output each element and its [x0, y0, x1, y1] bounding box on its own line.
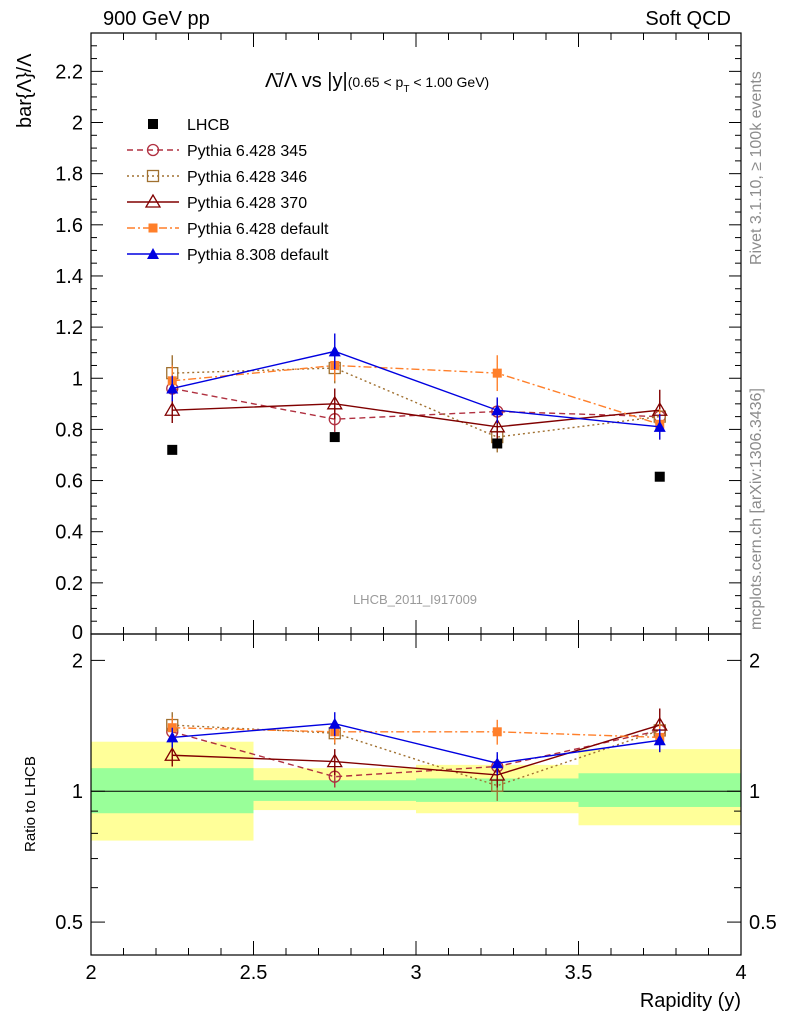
- legend-marker: [148, 223, 158, 233]
- top-y-tick-label: 1.6: [55, 215, 83, 237]
- top-series-line: [172, 403, 660, 428]
- top-y-tick-label: 1.2: [55, 317, 83, 339]
- x-tick-label: 2: [85, 962, 96, 984]
- top-series-3: [167, 350, 665, 440]
- x-tick-label: 2.5: [240, 962, 268, 984]
- bottom-data-point: [164, 746, 181, 761]
- top-data-point: [492, 368, 502, 378]
- bottom-series-line: [172, 729, 660, 778]
- legend-marker: [144, 193, 162, 208]
- top-series-line: [172, 364, 660, 425]
- bottom-y-tick-label: 2: [72, 650, 83, 672]
- bottom-data-point: [491, 757, 504, 769]
- x-axis-label: Rapidity (y): [640, 990, 741, 1012]
- header-right: Soft QCD: [645, 8, 731, 30]
- top-data-point: [489, 418, 506, 433]
- top-series-0: [166, 375, 666, 432]
- top-series-line: [172, 350, 660, 428]
- top-series-4: [166, 333, 666, 440]
- top-series-line: [172, 387, 660, 420]
- top-data-point: [653, 420, 666, 432]
- x-tick-label: 3: [410, 962, 421, 984]
- plot-title-subscript: T: [403, 84, 409, 95]
- bottom-data-point: [166, 731, 179, 743]
- bottom-y-tick-label: 0.5: [55, 912, 83, 934]
- bottom-y-tick-label-right: 0.5: [749, 912, 777, 934]
- legend-label: Pythia 8.308 default: [187, 247, 329, 264]
- top-y-tick-label: 0.4: [55, 522, 83, 544]
- lhcb-data-point: [167, 444, 178, 455]
- top-y-tick-label: 1.4: [55, 266, 83, 288]
- legend-label: Pythia 6.428 345: [187, 143, 307, 160]
- lhcb-data-point: [654, 471, 665, 482]
- lhcb-data-point: [329, 432, 340, 443]
- bottom-series-line: [172, 727, 660, 739]
- top-y-tick-label: 0: [72, 622, 83, 644]
- top-data-point: [166, 382, 179, 394]
- legend: LHCB Pythia 6.428 345 Pythia 6.428 346 Pyth…: [127, 117, 329, 264]
- legend-marker: [148, 119, 158, 129]
- legend-label: Pythia 6.428 default: [187, 221, 329, 238]
- bottom-y-tick-label: 1: [72, 781, 83, 803]
- bottom-y-tick-label-right: 1: [749, 781, 760, 803]
- plot-title: Λ̄/Λ vs |y|(0.65 < pT < 1.00 GeV): [265, 70, 489, 95]
- bottom-series-4: [166, 712, 666, 775]
- x-tick-label: 3.5: [565, 962, 593, 984]
- legend-marker: [146, 169, 160, 183]
- bottom-series-2: [164, 708, 668, 788]
- legend-label: Pythia 6.428 346: [187, 169, 307, 186]
- top-data-point: [326, 395, 343, 410]
- bottom-data-point: [489, 766, 506, 781]
- bottom-data-point: [328, 717, 341, 729]
- bottom-y-tick-label-right: 2: [749, 650, 760, 672]
- legend-label: Pythia 6.428 370: [187, 195, 307, 212]
- analysis-watermark: LHCB_2011_I917009: [353, 592, 477, 607]
- header-left: 900 GeV pp: [103, 8, 210, 30]
- bottom-data-point: [492, 727, 502, 737]
- lhcb-data-point: [492, 438, 503, 449]
- top-y-tick-label: 0.8: [55, 419, 83, 441]
- uncertainty-band-inner: [578, 773, 741, 807]
- bottom-series-line: [172, 723, 660, 764]
- legend-marker: [146, 143, 160, 157]
- bottom-data-point: [326, 753, 343, 768]
- bottom-data-point: [653, 734, 666, 746]
- top-data-point: [491, 404, 504, 416]
- top-data-point: [164, 401, 181, 416]
- uncertainty-band-inner: [91, 768, 254, 814]
- top-y-tick-label: 2.2: [55, 61, 83, 83]
- plot-title-range-end: < 1.00 GeV): [409, 74, 489, 90]
- plot-title-range: (0.65 < p: [348, 74, 404, 90]
- top-y-tick-label: 0.2: [55, 573, 83, 595]
- bottom-series-line: [172, 724, 660, 776]
- plot-title-main: Λ̄/Λ vs |y|: [265, 70, 348, 92]
- top-y-tick-label: 1.8: [55, 164, 83, 186]
- top-y-tick-label: 2: [72, 113, 83, 135]
- top-y-tick-label: 1: [72, 368, 83, 390]
- top-data-point: [328, 345, 341, 357]
- legend-marker: [147, 248, 159, 259]
- legend-label: LHCB: [187, 117, 230, 134]
- uncertainty-band-inner: [253, 780, 416, 801]
- x-tick-label: 4: [735, 962, 746, 984]
- top-y-tick-label: 0.6: [55, 471, 83, 493]
